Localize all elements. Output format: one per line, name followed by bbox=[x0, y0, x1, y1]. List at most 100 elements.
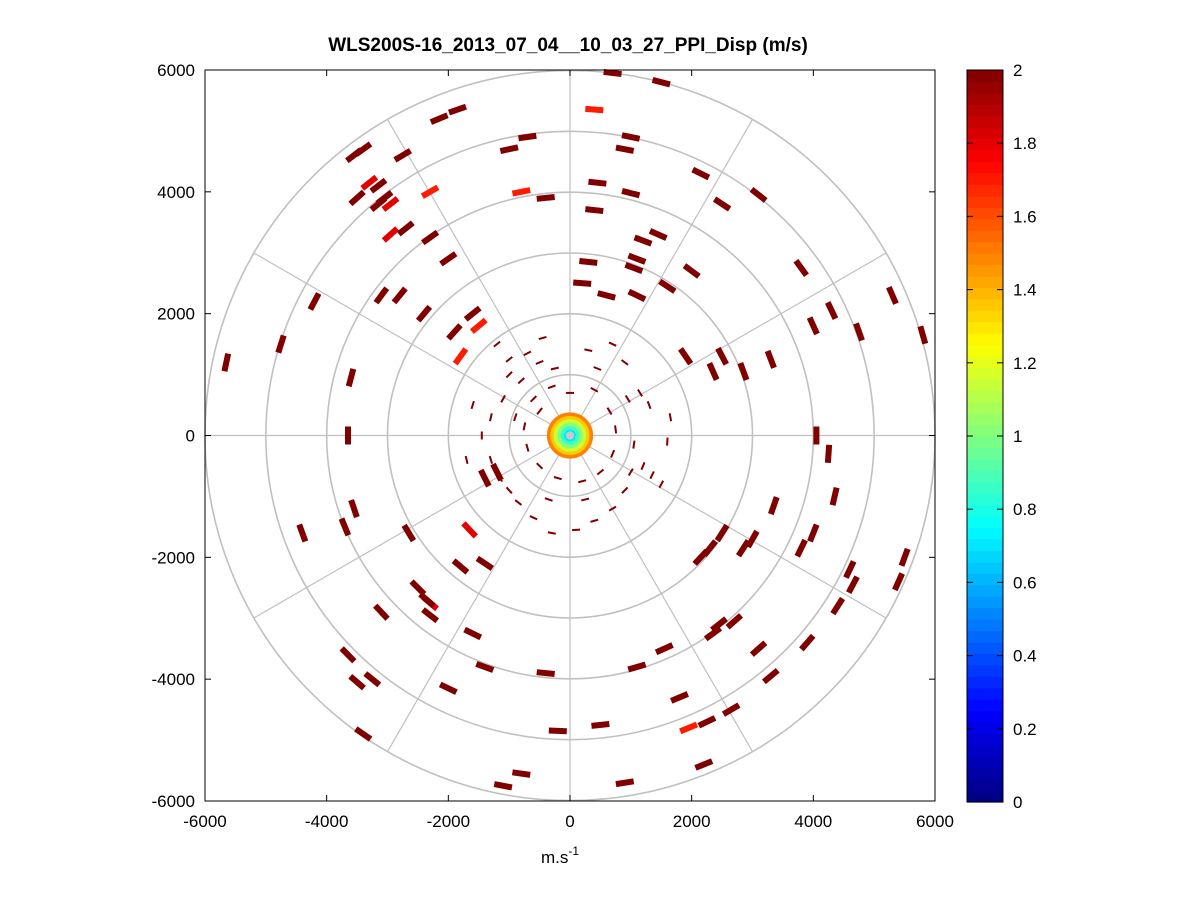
data-point bbox=[627, 288, 647, 302]
data-point bbox=[393, 148, 412, 163]
colorbar-tick-label: 0.4 bbox=[1013, 647, 1037, 666]
data-point bbox=[354, 141, 373, 157]
inner-data-point bbox=[584, 348, 593, 353]
colorbar-band bbox=[967, 607, 1003, 620]
colorbar-band bbox=[967, 527, 1003, 540]
data-point bbox=[420, 184, 440, 199]
inner-data-point bbox=[470, 400, 475, 410]
colorbar-band bbox=[967, 115, 1003, 128]
data-point bbox=[627, 661, 647, 673]
data-point bbox=[813, 426, 820, 445]
colorbar-band bbox=[967, 127, 1003, 140]
data-point bbox=[682, 263, 701, 279]
grid-spoke bbox=[569, 435, 754, 752]
data-point bbox=[886, 285, 899, 305]
inner-data-point bbox=[566, 391, 574, 394]
data-point bbox=[794, 538, 808, 558]
inner-data-point bbox=[624, 394, 631, 403]
data-point bbox=[846, 575, 860, 595]
data-point bbox=[307, 292, 322, 311]
data-point bbox=[692, 548, 710, 566]
data-point bbox=[651, 77, 671, 88]
inner-data-point bbox=[640, 461, 646, 471]
x-tick-label: 2000 bbox=[673, 812, 711, 831]
colorbar-band bbox=[967, 150, 1003, 163]
inner-data-point bbox=[538, 335, 547, 341]
data-point bbox=[345, 426, 351, 445]
data-point bbox=[715, 346, 729, 366]
data-point bbox=[624, 261, 644, 275]
colorbar-band bbox=[967, 218, 1003, 231]
colorbar-band bbox=[967, 436, 1003, 449]
data-point bbox=[396, 220, 415, 237]
inner-data-point bbox=[500, 394, 506, 403]
data-point bbox=[679, 721, 699, 735]
y-tick-label: -2000 bbox=[152, 548, 195, 567]
colorbar-band bbox=[967, 104, 1003, 117]
data-point bbox=[703, 625, 723, 642]
data-point bbox=[348, 499, 360, 519]
data-point bbox=[621, 132, 641, 142]
inner-data-point bbox=[668, 413, 673, 422]
colorbar-band bbox=[967, 92, 1003, 105]
data-point bbox=[391, 286, 408, 305]
data-point bbox=[714, 523, 730, 543]
data-point bbox=[438, 681, 458, 695]
colorbar-band bbox=[967, 493, 1003, 506]
x-axis-label-superscript: -1 bbox=[568, 844, 579, 858]
data-point bbox=[621, 187, 641, 199]
colorbar-tick-label: 0 bbox=[1013, 793, 1022, 812]
center-blob-core bbox=[565, 431, 575, 440]
data-point bbox=[843, 560, 857, 579]
inner-data-point bbox=[627, 468, 634, 477]
data-point bbox=[898, 547, 911, 567]
colorbar-band bbox=[967, 355, 1003, 368]
inner-data-point bbox=[593, 366, 602, 371]
data-point bbox=[373, 286, 390, 305]
data-point bbox=[735, 539, 751, 558]
colorbar-band bbox=[967, 733, 1003, 746]
inner-data-point bbox=[517, 377, 525, 385]
colorbar-band bbox=[967, 367, 1003, 380]
data-point bbox=[917, 325, 929, 345]
x-axis-label-text: m.s bbox=[541, 848, 568, 867]
colorbar-band bbox=[967, 470, 1003, 483]
data-point bbox=[579, 257, 598, 266]
data-point bbox=[439, 251, 458, 267]
data-point bbox=[588, 178, 607, 187]
grid-spoke bbox=[569, 119, 754, 436]
colorbar-band bbox=[967, 184, 1003, 197]
data-point bbox=[768, 496, 780, 516]
inner-data-point bbox=[525, 443, 530, 452]
inner-data-point bbox=[621, 486, 629, 494]
data-point bbox=[429, 112, 449, 125]
data-point bbox=[463, 626, 483, 641]
inner-data-point bbox=[480, 431, 483, 440]
data-point bbox=[446, 323, 463, 341]
inner-data-point bbox=[596, 468, 605, 476]
inner-data-point bbox=[646, 400, 652, 410]
colorbar-tick-label: 0.6 bbox=[1013, 573, 1037, 592]
colorbar-band bbox=[967, 653, 1003, 666]
colorbar-band bbox=[967, 138, 1003, 151]
data-point bbox=[892, 572, 905, 592]
data-point bbox=[749, 640, 768, 657]
data-point bbox=[721, 702, 741, 717]
data-point bbox=[824, 444, 833, 463]
inner-data-point bbox=[649, 471, 655, 480]
data-point bbox=[749, 186, 768, 203]
data-point bbox=[764, 349, 777, 369]
colorbar-band bbox=[967, 241, 1003, 254]
data-point bbox=[670, 691, 689, 704]
colorbar-tick-label: 1.8 bbox=[1013, 134, 1037, 153]
colorbar-band bbox=[967, 561, 1003, 574]
data-point bbox=[421, 229, 440, 246]
y-tick-label: -6000 bbox=[152, 792, 195, 811]
inner-data-point bbox=[529, 395, 538, 403]
inner-data-point bbox=[505, 486, 513, 494]
colorbar-tick-label: 1.4 bbox=[1013, 281, 1037, 300]
data-point bbox=[360, 174, 379, 191]
colorbar-tick-label: 1 bbox=[1013, 427, 1022, 446]
data-point bbox=[585, 206, 604, 215]
inner-data-point bbox=[614, 425, 618, 434]
